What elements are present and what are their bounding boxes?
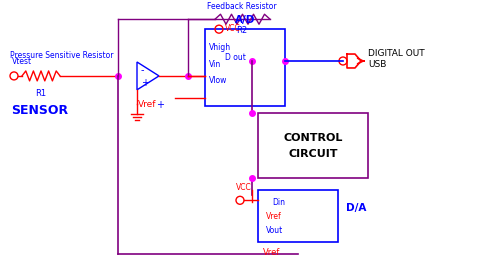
Text: Din: Din — [272, 198, 285, 207]
Text: CIRCUIT: CIRCUIT — [288, 148, 338, 159]
Text: D out: D out — [225, 53, 246, 62]
Text: DIGITAL OUT
USB: DIGITAL OUT USB — [368, 49, 425, 69]
Text: Vlow: Vlow — [209, 76, 228, 85]
Text: VCC: VCC — [225, 24, 241, 33]
Text: Vtest: Vtest — [12, 57, 32, 66]
Text: -: - — [141, 65, 144, 75]
Text: SENSOR: SENSOR — [12, 104, 69, 117]
Text: Vout: Vout — [266, 226, 283, 235]
Text: +: + — [156, 100, 164, 110]
Text: Feedback Resistor: Feedback Resistor — [207, 2, 277, 11]
Text: Vhigh: Vhigh — [209, 43, 231, 51]
Text: R2: R2 — [237, 26, 248, 35]
Text: Vin: Vin — [209, 61, 221, 69]
Text: Pressure Sensitive Resistor: Pressure Sensitive Resistor — [10, 51, 113, 60]
Text: D/A: D/A — [346, 204, 366, 213]
Bar — [258, 113, 368, 178]
Text: Vref: Vref — [138, 100, 156, 109]
Text: Vref: Vref — [263, 248, 280, 257]
Text: R1: R1 — [36, 89, 47, 98]
Text: Vref: Vref — [266, 212, 282, 221]
Text: A/D: A/D — [235, 15, 255, 25]
Bar — [258, 190, 338, 242]
Text: CONTROL: CONTROL — [283, 133, 343, 143]
Text: VCC: VCC — [236, 183, 252, 192]
Text: +: + — [141, 78, 149, 88]
Bar — [205, 29, 285, 106]
